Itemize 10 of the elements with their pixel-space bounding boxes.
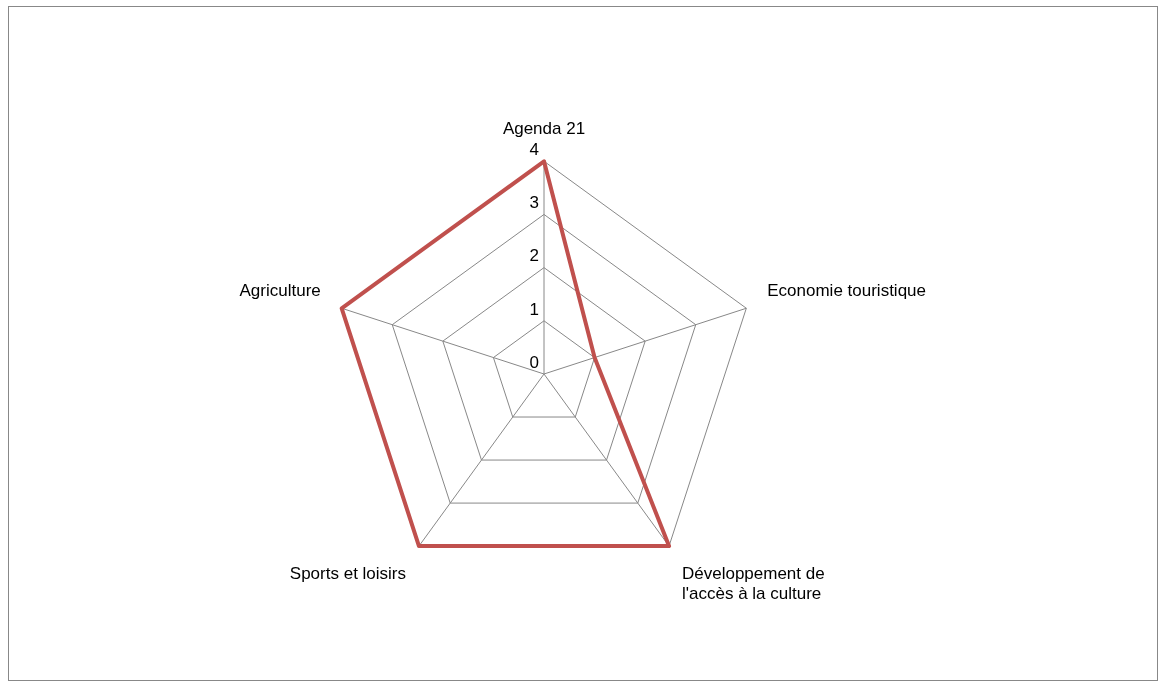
y-tick-label: 2	[529, 246, 539, 266]
spoke-label: Agenda 21	[502, 118, 586, 138]
spoke-label: Sports et loisirs	[289, 563, 407, 583]
y-tick-label: 4	[529, 139, 539, 159]
y-tick-label: 3	[529, 193, 539, 213]
spoke-label: Développement de l'accès à la culture	[681, 563, 825, 604]
spoke-label: Agriculture	[239, 280, 321, 300]
spoke-label: Economie touristique	[767, 280, 927, 300]
y-tick-label: 0	[529, 352, 539, 372]
y-tick-label: 1	[529, 299, 539, 319]
